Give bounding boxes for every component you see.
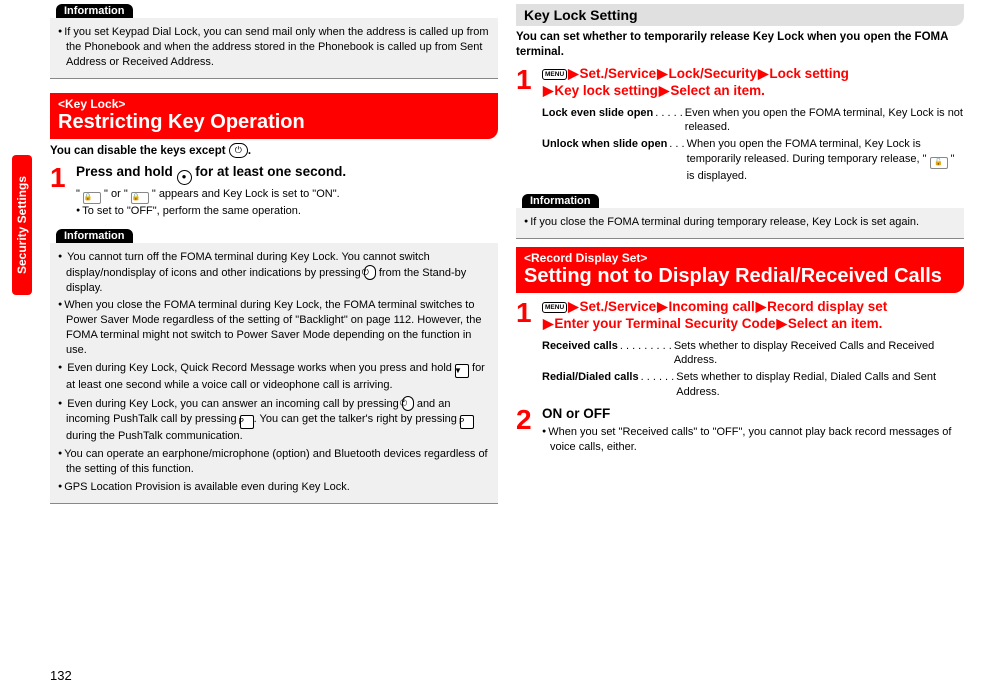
- sidebar-label: Security Settings: [15, 176, 29, 274]
- def-desc: Sets whether to display Redial, Dialed C…: [676, 370, 964, 400]
- arrow-icon: ▶: [567, 299, 579, 314]
- pushtalk-key-icon: P: [240, 415, 254, 429]
- arrow-icon: ▶: [658, 83, 670, 98]
- lock-temp-icon: 🔓: [930, 157, 948, 169]
- info-block-1: Information If you set Keypad Dial Lock,…: [50, 4, 498, 79]
- def-term: Lock even slide open: [542, 106, 653, 136]
- menu-key-icon: MENU: [542, 302, 567, 313]
- info-label: Information: [56, 4, 133, 18]
- sidebar-tab: Security Settings: [12, 155, 32, 295]
- info-item: Even during Key Lock, Quick Record Messa…: [58, 361, 490, 393]
- right-column: Key Lock Setting You can set whether to …: [516, 4, 964, 504]
- lead-text: You can disable the keys except ⏻.: [50, 143, 498, 159]
- definitions: Lock even slide open . . . . . Even when…: [542, 106, 964, 184]
- info-item: GPS Location Provision is available even…: [58, 480, 490, 495]
- center-key-icon: ●: [177, 170, 192, 185]
- call-key-icon: ✆: [402, 396, 414, 411]
- page-number: 132: [50, 668, 72, 683]
- info-item: If you set Keypad Dial Lock, you can sen…: [58, 25, 490, 70]
- step-title: ON or OFF: [542, 406, 964, 423]
- info-box: You cannot turn off the FOMA terminal du…: [50, 243, 498, 504]
- arrow-icon: ▶: [775, 316, 787, 331]
- def-desc: Sets whether to display Received Calls a…: [674, 339, 964, 369]
- info-item: Even during Key Lock, you can answer an …: [58, 396, 490, 444]
- def-row: Redial/Dialed calls . . . . . . Sets whe…: [542, 370, 964, 400]
- def-row: Unlock when slide open . . . When you op…: [542, 137, 964, 184]
- info-label: Information: [56, 229, 133, 243]
- info-item: You can operate an earphone/microphone (…: [58, 447, 490, 477]
- arrow-icon: ▶: [542, 316, 554, 331]
- def-desc: When you open the FOMA terminal, Key Loc…: [687, 137, 964, 184]
- section-key-lock-header: <Key Lock> Restricting Key Operation: [50, 93, 498, 139]
- step-note: " 🔒 " or " 🔒 " appears and Key Lock is s…: [76, 187, 498, 219]
- step-number: 1: [516, 66, 542, 184]
- step-note: When you set "Received calls" to "OFF", …: [542, 425, 964, 455]
- def-term: Received calls: [542, 339, 618, 369]
- info-block-3: Information If you close the FOMA termin…: [516, 194, 964, 239]
- step-number: 1: [50, 164, 76, 218]
- page-content: Information If you set Keypad Dial Lock,…: [0, 0, 1003, 524]
- section-record-display-header: <Record Display Set> Setting not to Disp…: [516, 247, 964, 293]
- section-tag: <Key Lock>: [58, 97, 490, 111]
- lock-on-alt-icon: 🔒: [131, 192, 149, 204]
- end-key-icon: ⏻: [229, 143, 248, 158]
- info-box: If you set Keypad Dial Lock, you can sen…: [50, 18, 498, 79]
- arrow-icon: ▶: [567, 66, 579, 81]
- info-item: When you close the FOMA terminal during …: [58, 298, 490, 357]
- def-term: Redial/Dialed calls: [542, 370, 639, 400]
- sub-title: Key Lock Setting: [524, 7, 638, 23]
- info-label: Information: [522, 194, 599, 208]
- pushtalk-key-icon: P: [460, 415, 474, 429]
- step-1: 1 Press and hold ● for at least one seco…: [50, 164, 498, 218]
- lock-on-icon: 🔒: [83, 192, 101, 204]
- info-item: You cannot turn off the FOMA terminal du…: [58, 250, 490, 296]
- arrow-icon: ▶: [656, 66, 668, 81]
- step-1: 1 MENU▶Set./Service▶Incoming call▶Record…: [516, 299, 964, 400]
- down-key-icon: ▼: [455, 364, 469, 378]
- section-title: Setting not to Display Redial/Received C…: [524, 265, 942, 287]
- step-1: 1 MENU▶Set./Service▶Lock/Security▶Lock s…: [516, 66, 964, 184]
- end-key-icon: ⏻: [364, 265, 376, 280]
- def-row: Received calls . . . . . . . . . Sets wh…: [542, 339, 964, 369]
- definitions: Received calls . . . . . . . . . Sets wh…: [542, 339, 964, 400]
- arrow-icon: ▶: [542, 83, 554, 98]
- left-column: Information If you set Keypad Dial Lock,…: [50, 4, 498, 504]
- info-block-2: Information You cannot turn off the FOMA…: [50, 229, 498, 504]
- arrow-icon: ▶: [757, 66, 769, 81]
- step-title: MENU▶Set./Service▶Incoming call▶Record d…: [542, 299, 964, 333]
- def-desc: Even when you open the FOMA terminal, Ke…: [685, 106, 964, 136]
- step-2: 2 ON or OFF When you set "Received calls…: [516, 406, 964, 455]
- info-box: If you close the FOMA terminal during te…: [516, 208, 964, 239]
- section-tag: <Record Display Set>: [524, 251, 956, 265]
- arrow-icon: ▶: [656, 299, 668, 314]
- step-title: MENU▶Set./Service▶Lock/Security▶Lock set…: [542, 66, 964, 100]
- step-number: 1: [516, 299, 542, 400]
- menu-key-icon: MENU: [542, 69, 567, 80]
- sub-header-keylock-setting: Key Lock Setting: [516, 4, 964, 26]
- def-row: Lock even slide open . . . . . Even when…: [542, 106, 964, 136]
- info-item: If you close the FOMA terminal during te…: [524, 215, 956, 230]
- step-number: 2: [516, 406, 542, 455]
- arrow-icon: ▶: [755, 299, 767, 314]
- lead-text: You can set whether to temporarily relea…: [516, 30, 964, 60]
- section-title: Restricting Key Operation: [58, 111, 305, 133]
- step-title: Press and hold ● for at least one second…: [76, 164, 498, 185]
- def-term: Unlock when slide open: [542, 137, 667, 184]
